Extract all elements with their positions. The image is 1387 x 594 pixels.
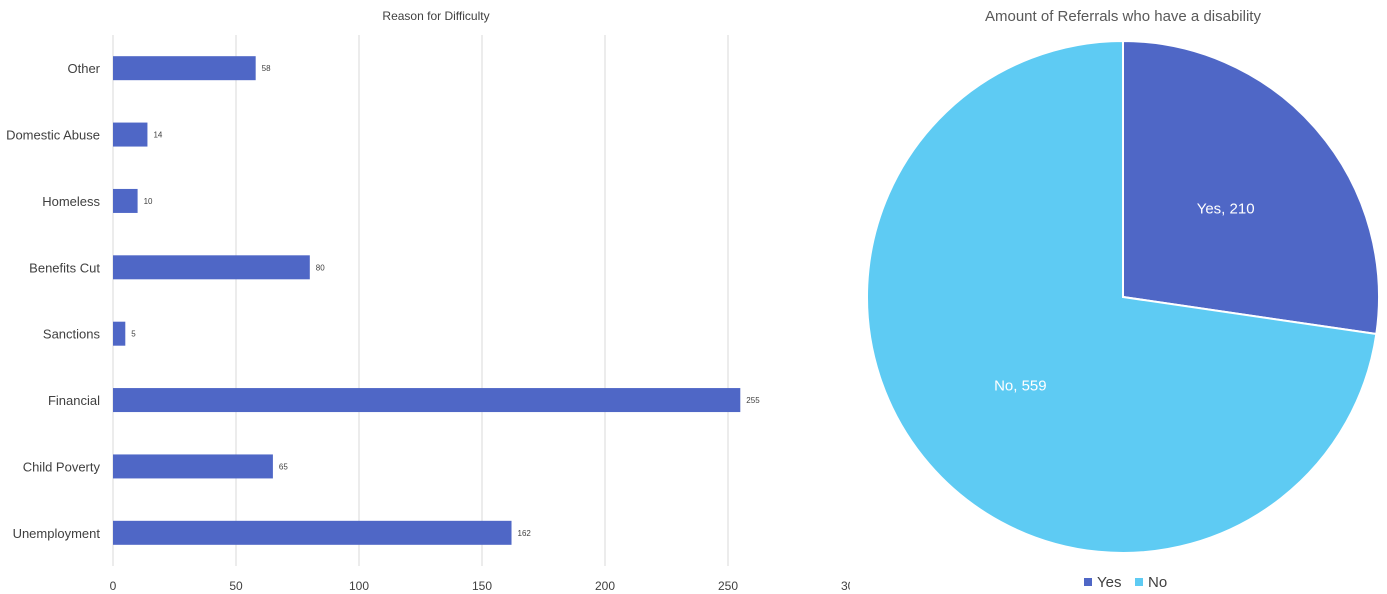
bar-sanctions — [113, 321, 126, 346]
pie-slice-no — [866, 39, 1378, 554]
bar-unemployment — [113, 520, 512, 545]
bar-chart-title: Reason for Difficulty — [382, 9, 489, 23]
category-label: Child Poverty — [23, 459, 101, 474]
category-label: Financial — [48, 393, 100, 408]
bar-data-label: 58 — [262, 64, 271, 73]
bar-data-label: 80 — [316, 263, 325, 272]
category-label: Other — [67, 61, 100, 76]
category-label: Homeless — [42, 194, 100, 209]
x-tick-label: 300 — [841, 579, 850, 593]
pie-slice-label: No, 559 — [994, 378, 1047, 395]
x-tick-label: 50 — [229, 579, 243, 593]
x-tick-label: 250 — [718, 579, 738, 593]
category-label: Unemployment — [13, 526, 101, 541]
legend-swatch-no — [1135, 578, 1143, 586]
category-label: Benefits Cut — [29, 260, 100, 275]
bar-chart-panel: Reason for Difficulty 162 65 255 5 80 10 14 58 … — [6, 9, 850, 593]
pie-chart-title: Amount of Referrals who have a disabilit… — [985, 8, 1261, 25]
bar-chart: Reason for Difficulty 16265255580101458 … — [6, 9, 850, 593]
x-tick-label: 100 — [349, 579, 369, 593]
x-tick-label: 150 — [472, 579, 492, 593]
bar-domestic-abuse — [113, 122, 148, 147]
pie-chart-panel: Amount of Referrals who have a disabilit… — [850, 0, 1387, 594]
pie-chart: Amount of Referrals who have a disabilit… — [866, 8, 1380, 591]
bar-other — [113, 56, 256, 81]
bar-data-label: 162 — [518, 529, 532, 538]
bar-homeless — [113, 188, 138, 213]
legend-label-yes: Yes — [1097, 574, 1121, 591]
pie-legend: Yes No — [1084, 574, 1167, 591]
bar-data-label: 14 — [153, 131, 162, 140]
bar-benefits-cut — [113, 255, 310, 280]
pie-slice-yes — [1122, 39, 1380, 336]
bar-data-label: 65 — [279, 462, 288, 471]
legend-label-no: No — [1148, 574, 1167, 591]
bar-data-label: 255 — [746, 396, 760, 405]
bar-financial — [113, 388, 741, 413]
category-label: Domestic Abuse — [6, 128, 100, 143]
legend-swatch-yes — [1084, 578, 1092, 586]
pie-slice-label: Yes, 210 — [1197, 200, 1255, 217]
category-label: Sanctions — [43, 327, 101, 342]
bar-child-poverty — [113, 454, 273, 479]
bar-data-label: 5 — [131, 330, 136, 339]
x-tick-label: 200 — [595, 579, 615, 593]
x-tick-label: 0 — [110, 579, 117, 593]
bar-data-label: 10 — [144, 197, 153, 206]
